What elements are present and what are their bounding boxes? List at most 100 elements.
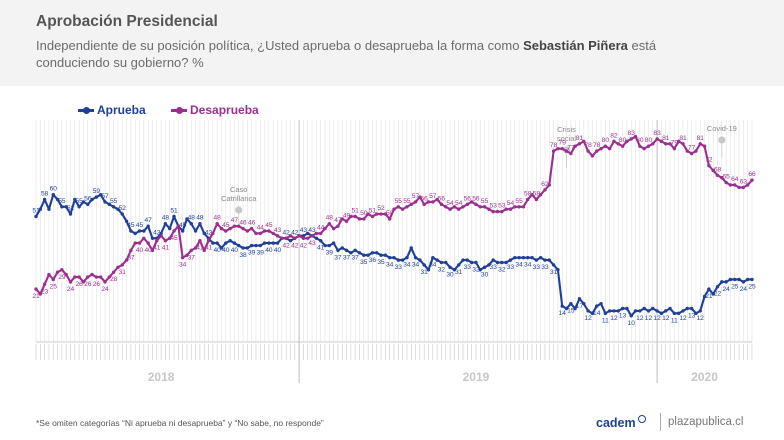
data-point <box>724 180 728 185</box>
data-point <box>362 217 366 221</box>
event-info-icon <box>235 206 243 214</box>
data-label: 32 <box>438 266 446 273</box>
data-point <box>172 229 176 233</box>
data-label: 52 <box>377 205 385 212</box>
data-point <box>34 287 38 291</box>
data-point <box>448 207 452 211</box>
data-label: 17 <box>576 303 584 310</box>
data-label: 12 <box>645 315 653 322</box>
data-label: 42 <box>291 229 299 236</box>
data-point <box>124 219 129 224</box>
data-label: 43 <box>308 240 316 247</box>
data-point <box>642 306 646 311</box>
year-label: 2019 <box>463 370 490 384</box>
data-point <box>111 205 116 209</box>
data-point <box>68 212 73 216</box>
site-link[interactable]: plazapublica.cl <box>668 416 744 428</box>
data-point <box>664 142 668 146</box>
data-point <box>707 287 711 291</box>
data-point <box>461 205 465 209</box>
data-point <box>513 205 517 209</box>
data-point <box>577 142 582 146</box>
data-label: 78 <box>584 142 592 149</box>
data-point <box>715 173 720 177</box>
data-label: 42 <box>153 229 161 236</box>
data-label: 24 <box>101 286 109 293</box>
data-point <box>599 146 603 151</box>
data-label: 66 <box>748 171 756 178</box>
data-point <box>625 139 629 144</box>
data-point <box>392 255 396 260</box>
data-point <box>331 226 336 231</box>
data-point <box>142 236 146 240</box>
data-point <box>206 238 211 243</box>
data-label: 45 <box>265 222 273 229</box>
data-label: 53 <box>490 203 498 210</box>
data-point <box>318 231 323 236</box>
data-point <box>120 212 124 216</box>
data-label: 33 <box>464 264 472 271</box>
data-point <box>500 209 504 214</box>
data-point <box>517 205 521 209</box>
data-point <box>163 238 168 243</box>
data-label: 41 <box>196 245 204 252</box>
data-label: 43 <box>308 227 316 234</box>
data-point <box>396 258 401 262</box>
data-label: 40 <box>222 247 230 254</box>
data-point <box>353 248 357 253</box>
data-point <box>607 146 612 151</box>
data-point <box>42 282 47 286</box>
data-label: 80 <box>602 137 610 144</box>
data-point <box>137 241 142 245</box>
event-marker: Covid-19 <box>707 124 737 158</box>
data-point <box>193 246 198 250</box>
data-point <box>569 301 573 306</box>
data-point <box>720 176 724 180</box>
data-point <box>155 238 159 243</box>
data-point <box>495 260 500 265</box>
data-point <box>237 224 241 228</box>
data-point <box>646 144 651 148</box>
data-point <box>664 309 668 313</box>
data-label: 41 <box>205 245 213 252</box>
data-label: 63 <box>740 178 748 185</box>
data-label: 12 <box>610 315 618 322</box>
data-point <box>491 258 495 262</box>
data-point <box>659 311 664 316</box>
data-point <box>508 258 513 262</box>
data-point <box>590 154 595 158</box>
data-point <box>90 197 94 202</box>
data-point <box>413 200 418 204</box>
data-point <box>599 301 603 306</box>
data-point <box>258 243 262 248</box>
data-point <box>42 197 47 202</box>
data-point <box>142 229 146 233</box>
data-point <box>538 255 543 260</box>
data-label: 11 <box>671 317 678 324</box>
data-label: 37 <box>127 254 135 261</box>
data-point <box>146 224 150 228</box>
data-point <box>607 309 612 313</box>
data-point <box>469 260 474 265</box>
data-point <box>284 236 288 240</box>
data-label: 25 <box>50 283 58 290</box>
data-label: 36 <box>369 257 377 264</box>
data-point <box>64 272 68 277</box>
data-point <box>232 241 237 245</box>
data-point <box>51 277 55 282</box>
data-label: 42 <box>205 229 213 236</box>
data-point <box>383 253 388 257</box>
data-point <box>47 272 51 277</box>
data-point <box>349 214 353 219</box>
data-label: 41 <box>317 245 325 252</box>
data-point <box>392 207 396 211</box>
data-point <box>271 241 275 245</box>
data-point <box>55 197 60 202</box>
data-point <box>491 209 495 214</box>
data-label: 33 <box>541 264 549 271</box>
data-point <box>202 248 206 253</box>
data-label: 80 <box>619 137 627 144</box>
data-label: 40 <box>231 247 239 254</box>
data-point <box>387 255 392 260</box>
data-point <box>689 151 694 156</box>
